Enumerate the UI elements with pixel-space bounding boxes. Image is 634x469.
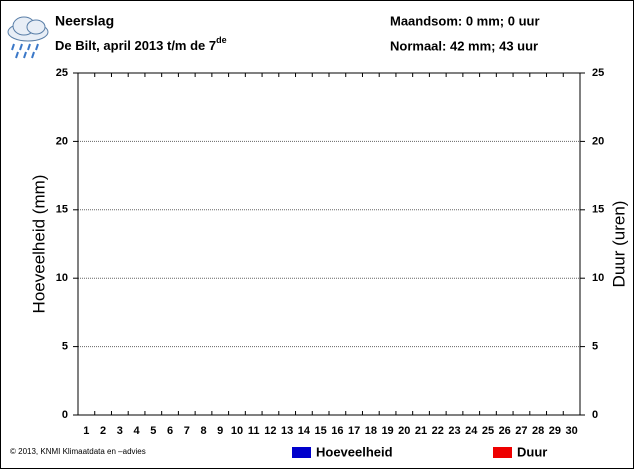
y2-tick-label: 25 bbox=[592, 67, 604, 79]
y2-axis-label: Duur (uren) bbox=[609, 201, 628, 288]
x-tick-label: 20 bbox=[398, 425, 410, 437]
y-tick-label: 25 bbox=[56, 67, 68, 79]
y2-tick-label: 20 bbox=[592, 135, 604, 147]
rain-icon bbox=[7, 16, 49, 59]
x-tick-label: 8 bbox=[200, 425, 206, 437]
x-tick-label: 7 bbox=[184, 425, 190, 437]
x-tick-label: 16 bbox=[331, 425, 343, 437]
y-tick-label: 10 bbox=[56, 272, 68, 284]
x-tick-label: 18 bbox=[365, 425, 377, 437]
x-tick-label: 27 bbox=[515, 425, 527, 437]
x-tick-label: 11 bbox=[248, 425, 260, 437]
x-tick-label: 13 bbox=[281, 425, 293, 437]
subtitle-text: De Bilt, april 2013 t/m de 7 bbox=[55, 38, 216, 53]
x-tick-label: 5 bbox=[150, 425, 156, 437]
x-tick-label: 21 bbox=[415, 425, 427, 437]
x-tick-label: 24 bbox=[465, 425, 478, 437]
x-tick-label: 2 bbox=[100, 425, 106, 437]
y2-tick-label: 5 bbox=[592, 341, 598, 353]
x-tick-label: 14 bbox=[298, 425, 311, 437]
y2-tick-label: 15 bbox=[592, 204, 604, 216]
y-axis-label: Hoeveelheid (mm) bbox=[29, 175, 48, 314]
x-tick-label: 9 bbox=[217, 425, 223, 437]
y-tick-label: 20 bbox=[56, 135, 68, 147]
chart-title: Neerslag bbox=[55, 13, 114, 29]
x-tick-label: 29 bbox=[549, 425, 561, 437]
x-tick-label: 17 bbox=[348, 425, 360, 437]
subtitle: De Bilt, april 2013 t/m de 7de bbox=[55, 35, 227, 53]
x-tick-label: 1 bbox=[83, 425, 89, 437]
x-tick-label: 28 bbox=[532, 425, 544, 437]
y-tick-label: 15 bbox=[56, 204, 68, 216]
y2-tick-label: 0 bbox=[592, 409, 598, 421]
x-tick-label: 22 bbox=[432, 425, 444, 437]
x-tick-label: 12 bbox=[264, 425, 276, 437]
subtitle-sup: de bbox=[216, 35, 227, 45]
x-tick-label: 30 bbox=[566, 425, 578, 437]
normal: Normaal: 42 mm; 43 uur bbox=[390, 38, 538, 53]
x-tick-label: 3 bbox=[117, 425, 123, 437]
x-tick-label: 26 bbox=[499, 425, 511, 437]
x-tick-label: 10 bbox=[231, 425, 243, 437]
y2-tick-label: 10 bbox=[592, 272, 604, 284]
x-tick-label: 15 bbox=[315, 425, 327, 437]
legend-swatch bbox=[493, 447, 512, 458]
x-tick-label: 23 bbox=[448, 425, 460, 437]
legend-swatch bbox=[292, 447, 311, 458]
x-tick-label: 25 bbox=[482, 425, 494, 437]
y-tick-label: 5 bbox=[62, 341, 68, 353]
footer: © 2013, KNMI Klimaatdata en –advies bbox=[10, 447, 146, 456]
x-tick-label: 6 bbox=[167, 425, 173, 437]
summary: Maandsom: 0 mm; 0 uur bbox=[390, 13, 540, 28]
y-tick-label: 0 bbox=[62, 409, 68, 421]
x-tick-label: 19 bbox=[381, 425, 393, 437]
legend-label: Duur bbox=[517, 444, 547, 459]
legend-label: Hoeveelheid bbox=[316, 444, 393, 459]
x-tick-label: 4 bbox=[134, 425, 141, 437]
